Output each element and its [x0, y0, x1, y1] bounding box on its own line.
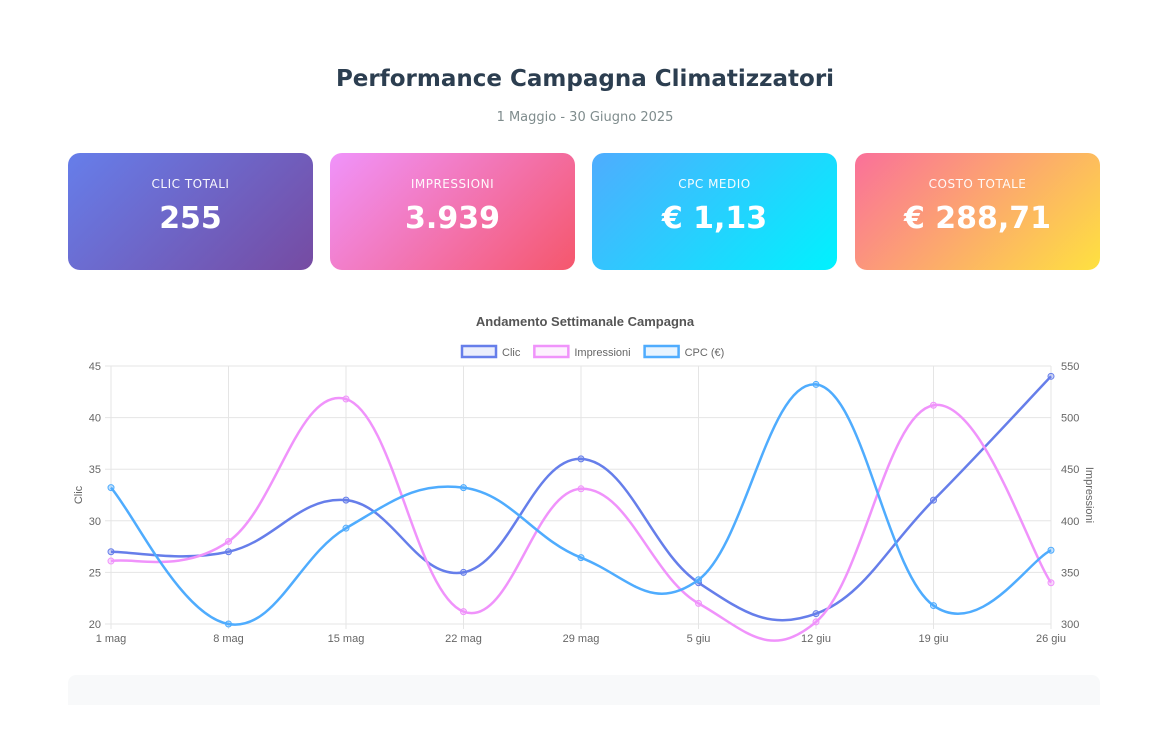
data-point	[812, 618, 820, 626]
card-clic-totali: CLIC TOTALI 255	[68, 153, 313, 270]
y-right-tick: 300	[1061, 619, 1079, 631]
x-tick: 1 mag	[96, 633, 127, 645]
y-left-tick: 25	[89, 567, 101, 579]
weekly-chart: Andamento Settimanale Campagna 20 25 30 35 40…	[73, 314, 1095, 645]
data-point	[577, 455, 585, 463]
legend-label: Clic	[502, 347, 521, 359]
data-point	[577, 485, 585, 493]
data-point	[107, 548, 115, 556]
x-tick: 19 giu	[919, 633, 949, 645]
y-right-tick: 500	[1061, 413, 1079, 425]
chart-title: Andamento Settimanale Campagna	[476, 314, 695, 329]
y-left-tick: 30	[89, 516, 101, 528]
data-point	[460, 608, 467, 616]
y-left-tick: 45	[89, 361, 101, 373]
data-point	[107, 484, 115, 492]
card-value: € 1,13	[661, 201, 768, 236]
series-line	[110, 396, 1053, 642]
y-right-tick: 350	[1061, 567, 1079, 579]
y-right-tick: 400	[1061, 516, 1079, 528]
card-label: CPC MEDIO	[678, 177, 751, 191]
x-tick: 26 giu	[1036, 633, 1066, 645]
data-point	[342, 496, 350, 504]
date-range: 1 Maggio - 30 Giugno 2025	[496, 110, 674, 125]
card-costo-totale: COSTO TOTALE € 288,71	[855, 153, 1100, 270]
data-point	[107, 557, 115, 565]
x-tick: 12 giu	[801, 633, 831, 645]
series-line	[110, 375, 1052, 622]
data-point	[930, 496, 937, 504]
y-right-tick: 550	[1061, 361, 1079, 373]
y-left-tick: 20	[89, 619, 101, 631]
bottom-panel	[68, 675, 1100, 705]
card-value: 255	[159, 201, 222, 236]
data-point	[225, 620, 232, 628]
data-point	[930, 602, 937, 610]
series-line	[110, 383, 1052, 626]
card-label: COSTO TOTALE	[928, 177, 1027, 191]
x-tick: 29 mag	[563, 633, 600, 645]
legend-label: Impressioni	[574, 347, 630, 359]
data-point	[812, 610, 820, 618]
legend-swatch	[643, 344, 680, 359]
data-point	[930, 401, 937, 409]
data-point	[695, 576, 702, 584]
data-point	[460, 484, 467, 492]
card-impressioni: IMPRESSIONI 3.939	[330, 153, 575, 270]
legend-swatch	[533, 344, 570, 359]
y-left-tick: 40	[89, 413, 101, 425]
data-point	[812, 380, 820, 388]
data-point	[1047, 372, 1055, 380]
y-left-label: Clic	[73, 485, 85, 504]
legend-swatch	[460, 344, 498, 359]
data-point	[342, 395, 350, 403]
data-point	[460, 568, 467, 576]
data-point	[342, 524, 350, 532]
legend-label: CPC (€)	[685, 347, 725, 359]
data-point	[1047, 579, 1055, 587]
x-tick: 8 mag	[213, 633, 244, 645]
card-label: IMPRESSIONI	[410, 177, 495, 191]
y-left-tick: 35	[89, 464, 101, 476]
data-point	[225, 548, 232, 556]
data-point	[577, 554, 585, 562]
x-tick: 22 mag	[445, 633, 482, 645]
x-tick: 15 mag	[328, 633, 365, 645]
data-point	[225, 537, 232, 545]
card-value: € 288,71	[903, 201, 1052, 236]
y-right-tick: 450	[1061, 464, 1079, 476]
card-label: CLIC TOTALI	[151, 177, 230, 191]
x-tick: 5 giu	[687, 633, 711, 645]
card-cpc-medio: CPC MEDIO € 1,13	[592, 153, 837, 270]
page-title: Performance Campagna Climatizzatori	[335, 66, 835, 92]
data-point	[1047, 546, 1055, 554]
data-point	[695, 599, 702, 607]
card-value: 3.939	[405, 201, 500, 236]
y-right-label: Impressioni	[1083, 467, 1095, 523]
